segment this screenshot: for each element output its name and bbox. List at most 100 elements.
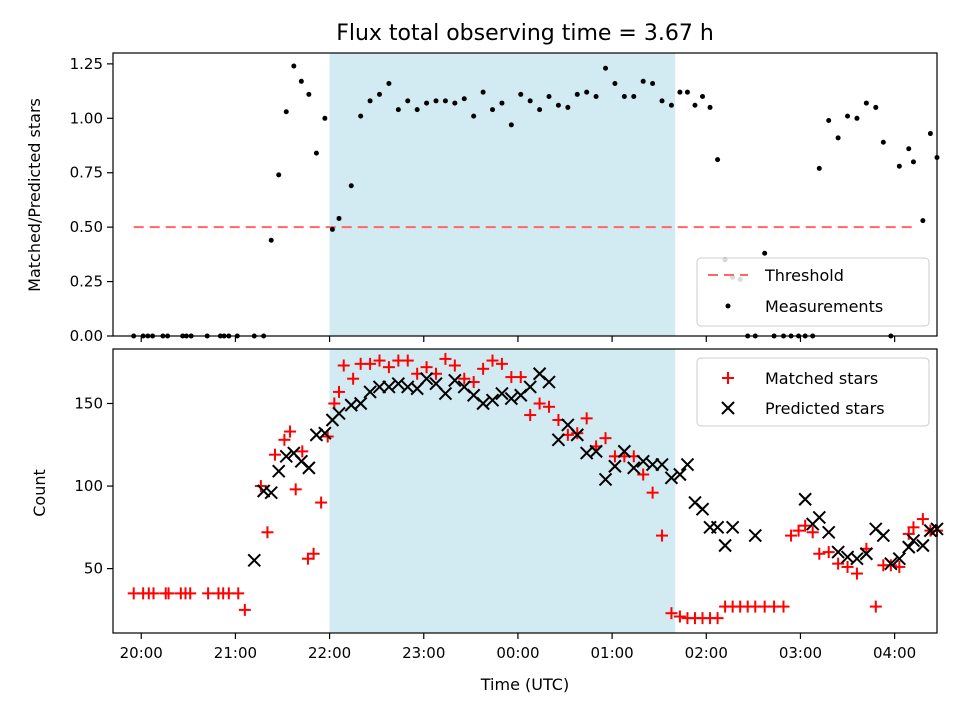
matched-star-point (656, 529, 669, 542)
measurement-point (291, 63, 297, 69)
counts-x-ticks: 20:00 21:00 22:00 23:00 00:00 01:00 02:00 03:00… (120, 633, 916, 662)
predicted-star-point (382, 380, 396, 394)
measurement-point (555, 102, 561, 108)
matched-star-point (799, 519, 812, 532)
measurement-point (306, 91, 312, 97)
matched-star-point (543, 400, 556, 413)
matched-star-point (364, 357, 377, 370)
measurement-point (424, 100, 430, 106)
measurement-point (612, 80, 618, 86)
ratio-x-ticks (140, 336, 896, 342)
ratio-y-label: Matched/Predicted stars (25, 98, 44, 292)
matched-star-point (665, 607, 678, 620)
predicted-star-point (884, 556, 898, 571)
measurement-point (490, 107, 496, 113)
predicted-star-point (636, 454, 650, 468)
measurement-point (348, 183, 354, 189)
predicted-star-points (247, 367, 944, 571)
x-tick-label: 02:00 (685, 644, 728, 662)
y-tick-label: 0.50 (70, 218, 103, 236)
predicted-star-point (551, 433, 566, 447)
predicted-star-point (710, 520, 725, 535)
matched-star-point (841, 560, 854, 573)
legend-threshold-label: Threshold (764, 266, 844, 285)
matched-star-point (813, 547, 826, 560)
x-tick-label: 20:00 (120, 644, 163, 662)
predicted-star-point (748, 528, 762, 543)
predicted-star-point (645, 457, 660, 472)
predicted-star-point (906, 533, 921, 548)
legend-predicted-swatch (721, 401, 735, 415)
measurement-point (873, 104, 879, 110)
predicted-star-point (391, 376, 406, 391)
matched-star-point (850, 567, 863, 580)
measurement-point (377, 91, 383, 97)
predicted-star-point (695, 502, 710, 516)
predicted-star-point (718, 538, 732, 553)
y-tick-label: 1.25 (70, 55, 103, 73)
matched-star-point (792, 524, 805, 537)
predicted-star-point (655, 457, 669, 472)
predicted-star-point (448, 373, 462, 388)
measurement-point (593, 94, 599, 100)
measurement-point (640, 78, 646, 84)
predicted-star-point (419, 372, 434, 386)
matched-star-point (337, 359, 350, 372)
matched-star-point (254, 480, 267, 493)
matched-star-point (382, 361, 395, 374)
legend-measurements-swatch (725, 303, 731, 309)
counts-axes-frame (112, 348, 938, 634)
predicted-star-point (272, 464, 286, 478)
measurement-point (684, 89, 690, 95)
ratio-panel: 0.00 0.25 0.50 0.75 1.00 1.25 Matched/Predict… (25, 52, 940, 345)
shaded-span-top (329, 53, 676, 336)
measurement-point (631, 94, 637, 100)
matched-star-point (571, 427, 584, 440)
measurement-point (650, 80, 656, 86)
matched-star-point (822, 546, 835, 559)
predicted-star-point (495, 386, 509, 401)
predicted-star-point (542, 375, 556, 389)
measurement-point (826, 117, 832, 123)
matched-star-point (347, 372, 360, 385)
matched-star-point (202, 587, 215, 600)
y-tick-label: 50 (84, 560, 103, 578)
predicted-star-point (608, 459, 622, 473)
measurement-point (692, 102, 698, 108)
predicted-star-point (680, 457, 695, 472)
matched-star-point (832, 557, 845, 570)
predicted-star-point (617, 444, 632, 459)
predicted-star-point (438, 386, 453, 401)
predicted-star-point (332, 406, 346, 421)
matched-star-point (524, 409, 537, 422)
matched-star-point (439, 352, 452, 365)
measurement-point (298, 78, 304, 84)
measurement-point (322, 115, 328, 121)
measurement-point (920, 218, 926, 224)
predicted-star-point (353, 396, 368, 411)
legend-measurements-label: Measurements (765, 297, 883, 316)
measurement-point (336, 215, 342, 221)
measurement-point (700, 94, 706, 100)
legend-predicted-label: Predicted stars (765, 399, 885, 418)
matched-star-point (533, 397, 546, 410)
y-tick-label: 0.25 (70, 273, 103, 291)
matched-star-point (284, 425, 297, 438)
counts-y-ticks: 50 100 150 (74, 394, 113, 578)
predicted-star-point (821, 525, 836, 539)
measurement-point (565, 104, 571, 110)
x-tick-label: 21:00 (214, 644, 257, 662)
predicted-star-point (302, 461, 316, 475)
measurement-point (386, 80, 392, 86)
measurement-point (414, 107, 420, 113)
measurement-point (863, 100, 869, 106)
measurement-point (880, 139, 886, 145)
predicted-star-point (279, 449, 293, 464)
measurement-point (668, 102, 674, 108)
matched-star-point (869, 600, 882, 613)
matched-star-point (238, 603, 251, 616)
measurement-point (276, 172, 282, 178)
x-tick-label: 04:00 (873, 644, 916, 662)
measurement-point (367, 98, 373, 104)
predicted-star-point (902, 540, 916, 554)
